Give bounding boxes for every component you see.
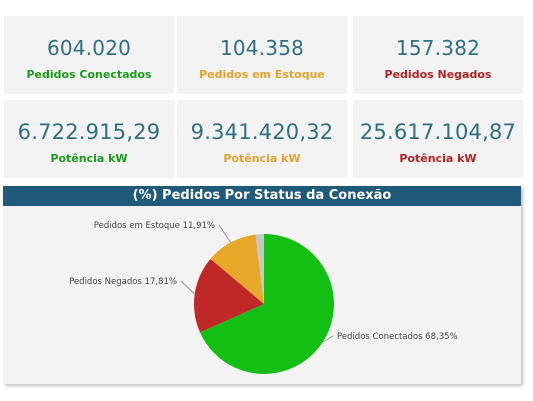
kpi-card-potencia-estoque: 9.341.420,32 Potência kW	[177, 100, 347, 178]
pie-slice-pedidos-em-estoque[interactable]	[210, 234, 264, 304]
pie-slice-outros[interactable]	[255, 234, 264, 304]
kpi-card-pedidos-conectados: 604.020 Pedidos Conectados	[4, 16, 174, 94]
kpi-card-potencia-negados: 25.617.104,87 Potência kW	[353, 100, 523, 178]
pie-leader-line	[218, 224, 232, 243]
kpi-card-pedidos-estoque: 104.358 Pedidos em Estoque	[177, 16, 347, 94]
kpi-value: 9.341.420,32	[190, 120, 334, 144]
pie-chart-panel: (%) Pedidos Por Status da Conexão Pedido…	[3, 186, 521, 384]
pie-slice-pedidos-negados[interactable]	[193, 258, 264, 333]
pie-leader-line	[322, 335, 334, 343]
kpi-card-pedidos-negados: 157.382 Pedidos Negados	[353, 16, 523, 94]
kpi-label: Pedidos Conectados	[26, 68, 152, 81]
kpi-label: Pedidos em Estoque	[199, 68, 325, 81]
kpi-label: Potência kW	[50, 152, 128, 165]
pie-data-label: Pedidos em Estoque 11,91%	[94, 221, 215, 231]
kpi-label: Pedidos Negados	[384, 68, 492, 81]
kpi-value: 604.020	[46, 36, 132, 60]
chart-title: (%) Pedidos Por Status da Conexão	[3, 186, 521, 206]
kpi-card-potencia-conectados: 6.722.915,29 Potência kW	[4, 100, 174, 178]
pie-chart: Pedidos Conectados 68,35% Pedidos Negados…	[69, 221, 458, 374]
pie-data-label: Pedidos Negados 17,81%	[69, 277, 177, 287]
pie-slice-pedidos-conectados[interactable]	[200, 234, 334, 374]
pie-leader-line	[180, 280, 196, 295]
kpi-value: 6.722.915,29	[17, 120, 161, 144]
kpi-label: Potência kW	[223, 152, 301, 165]
kpi-value: 157.382	[395, 36, 481, 60]
kpi-value: 104.358	[219, 36, 305, 60]
kpi-label: Potência kW	[399, 152, 477, 165]
kpi-value: 25.617.104,87	[359, 120, 517, 144]
pie-data-label: Pedidos Conectados 68,35%	[337, 332, 458, 342]
